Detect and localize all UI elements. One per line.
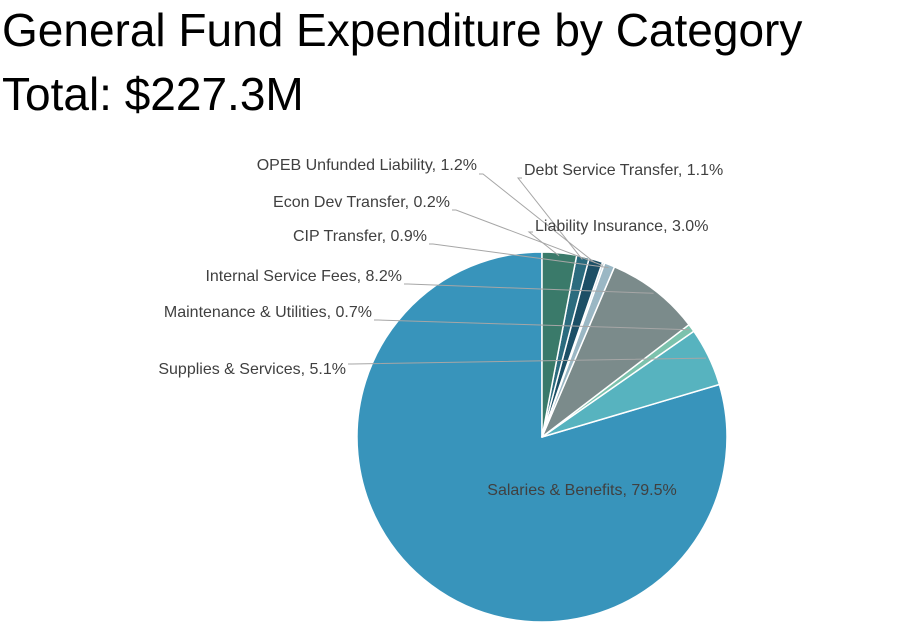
data-labels: Salaries & Benefits, 79.5% Supplies & Ser… [158,157,723,499]
pie-slice-internal-service-fees [541,266,690,438]
chart-title: General Fund Expenditure by Category [2,4,803,56]
leader-line [527,231,560,257]
data-label: Liability Insurance, 3.0% [535,218,708,235]
leader-line [516,177,583,260]
data-label: CIP Transfer, 0.9% [293,228,427,245]
leader-line [429,243,609,269]
leader-line [348,357,707,365]
pie-slices [356,251,728,623]
data-label: Debt Service Transfer, 1.1% [524,162,723,179]
data-label: OPEB Unfunded Liability, 1.2% [257,157,477,174]
chart-subtitle: Total: $227.3M [2,68,304,120]
data-label: Supplies & Services, 5.1% [158,361,346,378]
leader-line [374,319,690,331]
data-label: Maintenance & Utilities, 0.7% [164,304,372,321]
leader-line [404,283,654,294]
data-label: Internal Service Fees, 8.2% [205,268,402,285]
leader-line [452,209,603,266]
leader-line [479,173,596,264]
data-label: Salaries & Benefits, 79.5% [487,482,676,499]
leader-lines [348,173,707,365]
data-label: Econ Dev Transfer, 0.2% [273,194,450,211]
